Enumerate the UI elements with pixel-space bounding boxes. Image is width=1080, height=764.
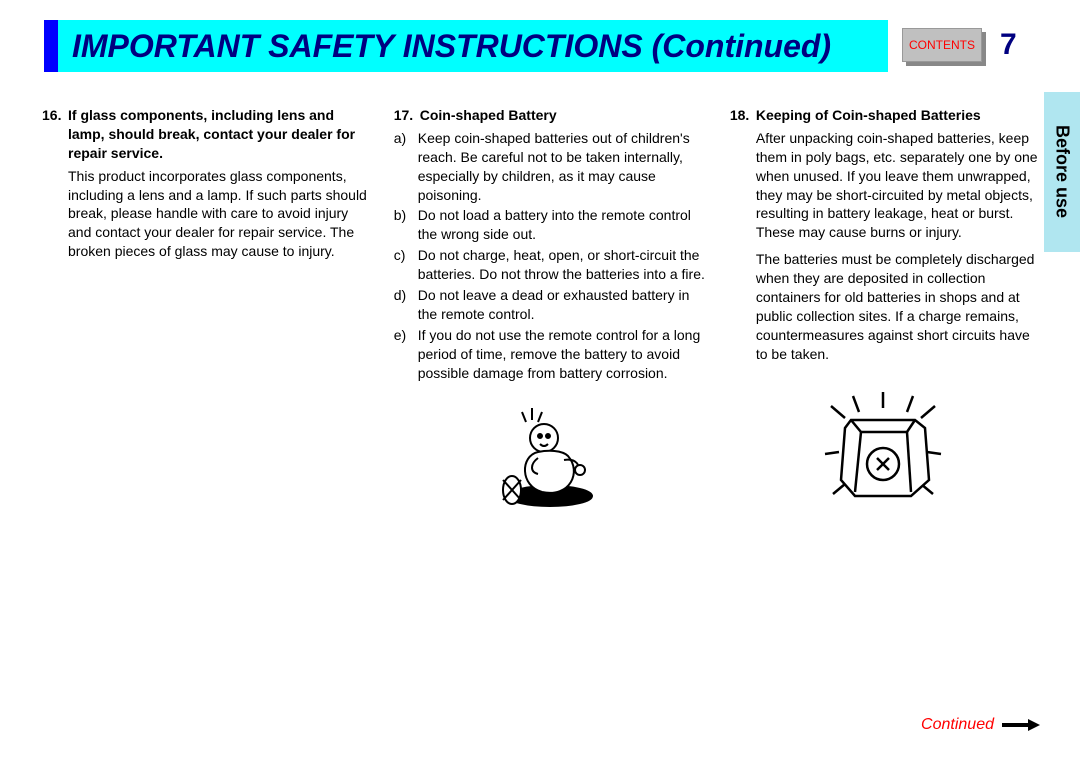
- page-number: 7: [1000, 28, 1017, 62]
- list-text: Keep coin-shaped batteries out of childr…: [418, 129, 706, 205]
- list-text: Do not load a battery into the remote co…: [418, 206, 706, 244]
- item-16-body: This product incorporates glass componen…: [42, 167, 370, 261]
- list-item: e) If you do not use the remote control …: [394, 326, 706, 383]
- baby-battery-illustration: [394, 402, 706, 517]
- list-item: c) Do not charge, heat, open, or short-c…: [394, 246, 706, 284]
- list-item: d) Do not leave a dead or exhausted batt…: [394, 286, 706, 324]
- column-2: 17. Coin-shaped Battery a) Keep coin-sha…: [394, 106, 706, 518]
- section-tab-label: Before use: [1052, 125, 1073, 218]
- item-18-head: 18. Keeping of Coin-shaped Batteries: [730, 106, 1042, 125]
- item-number: 16.: [42, 106, 68, 163]
- continued-footer: Continued: [921, 716, 1040, 734]
- item-17-head: 17. Coin-shaped Battery: [394, 106, 706, 125]
- item-number: 17.: [394, 106, 420, 125]
- item-18-body-1: After unpacking coin-shaped batteries, k…: [730, 129, 1042, 242]
- item-title: Keeping of Coin-shaped Batteries: [756, 106, 981, 125]
- continued-label: Continued: [921, 716, 994, 734]
- list-letter: a): [394, 129, 418, 205]
- column-3: 18. Keeping of Coin-shaped Batteries Aft…: [730, 106, 1042, 518]
- page-title: IMPORTANT SAFETY INSTRUCTIONS (Continued…: [72, 28, 831, 65]
- item-number: 18.: [730, 106, 756, 125]
- list-text: Do not leave a dead or exhausted battery…: [418, 286, 706, 324]
- column-1: 16. If glass components, including lens …: [42, 106, 370, 518]
- contents-button-label: CONTENTS: [902, 28, 982, 62]
- list-letter: e): [394, 326, 418, 383]
- list-item: a) Keep coin-shaped batteries out of chi…: [394, 129, 706, 205]
- item-title: Coin-shaped Battery: [420, 106, 557, 125]
- section-tab: Before use: [1044, 92, 1080, 252]
- item-title: If glass components, including lens and …: [68, 106, 370, 163]
- title-blue-accent: [44, 20, 58, 72]
- list-letter: b): [394, 206, 418, 244]
- content-columns: 16. If glass components, including lens …: [42, 106, 1042, 518]
- contents-button[interactable]: CONTENTS: [902, 28, 982, 62]
- list-letter: d): [394, 286, 418, 324]
- item-17-list: a) Keep coin-shaped batteries out of chi…: [394, 129, 706, 383]
- continued-arrow-icon: [1002, 719, 1040, 731]
- list-item: b) Do not load a battery into the remote…: [394, 206, 706, 244]
- item-16-head: 16. If glass components, including lens …: [42, 106, 370, 163]
- title-bar: IMPORTANT SAFETY INSTRUCTIONS (Continued…: [58, 20, 888, 72]
- polybag-illustration: [730, 384, 1042, 519]
- item-18-body-2: The batteries must be completely dischar…: [730, 250, 1042, 363]
- list-text: Do not charge, heat, open, or short-circ…: [418, 246, 706, 284]
- list-text: If you do not use the remote control for…: [418, 326, 706, 383]
- list-letter: c): [394, 246, 418, 284]
